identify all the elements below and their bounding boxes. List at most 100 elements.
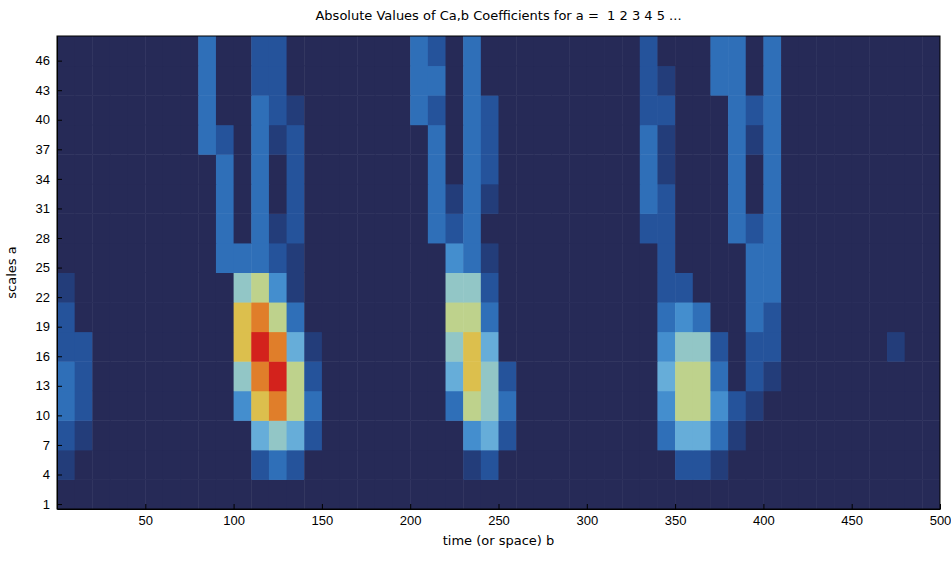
cell [587,243,605,273]
cell [799,66,817,96]
cell [622,36,640,66]
cell [410,391,428,421]
cell [145,95,163,125]
cell [145,213,163,243]
cell [446,391,464,421]
cell [463,273,481,303]
cell [163,154,181,184]
cell [622,302,640,332]
cell [816,95,834,125]
cell [393,184,411,214]
cell [869,273,887,303]
cell [569,125,587,155]
cell [569,36,587,66]
cell [128,95,146,125]
cell [340,420,358,450]
cell [746,36,764,66]
cell [181,125,199,155]
tick: 200 [400,504,422,528]
cell [481,243,499,273]
cell [693,361,711,391]
cell [869,450,887,480]
cell [110,154,128,184]
cell [234,154,252,184]
cell [622,361,640,391]
cell [869,125,887,155]
cell [852,361,870,391]
tick: 7 [43,438,62,453]
cell [234,273,252,303]
cell [852,66,870,96]
cell [887,66,905,96]
cell [463,66,481,96]
cell [128,479,146,509]
cell [587,36,605,66]
cell [516,332,534,362]
cell [905,332,923,362]
cell [198,391,216,421]
cell [551,95,569,125]
cell [746,66,764,96]
chart: 5010015020025030035040045050014710131619… [0,0,951,565]
cell [869,95,887,125]
tick-mark [763,504,764,509]
cell [322,302,340,332]
cell [393,273,411,303]
cell [887,36,905,66]
cell [551,243,569,273]
cell [834,184,852,214]
cell [887,302,905,332]
cell [145,391,163,421]
cell [145,125,163,155]
cell [675,243,693,273]
cell [322,420,340,450]
cell [728,302,746,332]
cell [198,243,216,273]
cell [746,391,764,421]
cell [163,273,181,303]
cell [710,184,728,214]
tick: 43 [36,83,62,98]
cell [499,361,517,391]
cell [710,391,728,421]
cell [746,332,764,362]
tick-mark [57,120,62,121]
cell [163,125,181,155]
cell [640,95,658,125]
cell [340,273,358,303]
tick-mark [57,61,62,62]
cell [128,154,146,184]
cell [92,184,110,214]
cell [304,125,322,155]
cell [499,332,517,362]
tick-label: 31 [36,201,50,216]
cell [763,243,781,273]
cell [57,243,75,273]
cell [799,273,817,303]
cell [640,391,658,421]
cell [569,479,587,509]
cell [622,95,640,125]
cell [163,243,181,273]
cell [410,213,428,243]
cell [304,391,322,421]
cell [834,361,852,391]
cell [499,184,517,214]
cell [693,66,711,96]
cell [781,479,799,509]
cell [181,213,199,243]
cell [234,391,252,421]
cell [604,273,622,303]
cell [799,450,817,480]
cell [410,361,428,391]
cell [92,36,110,66]
cell [604,361,622,391]
cell [92,361,110,391]
cell [869,213,887,243]
cell [799,361,817,391]
cell [198,273,216,303]
cell [375,479,393,509]
cell [746,95,764,125]
cell [198,450,216,480]
cell [869,243,887,273]
